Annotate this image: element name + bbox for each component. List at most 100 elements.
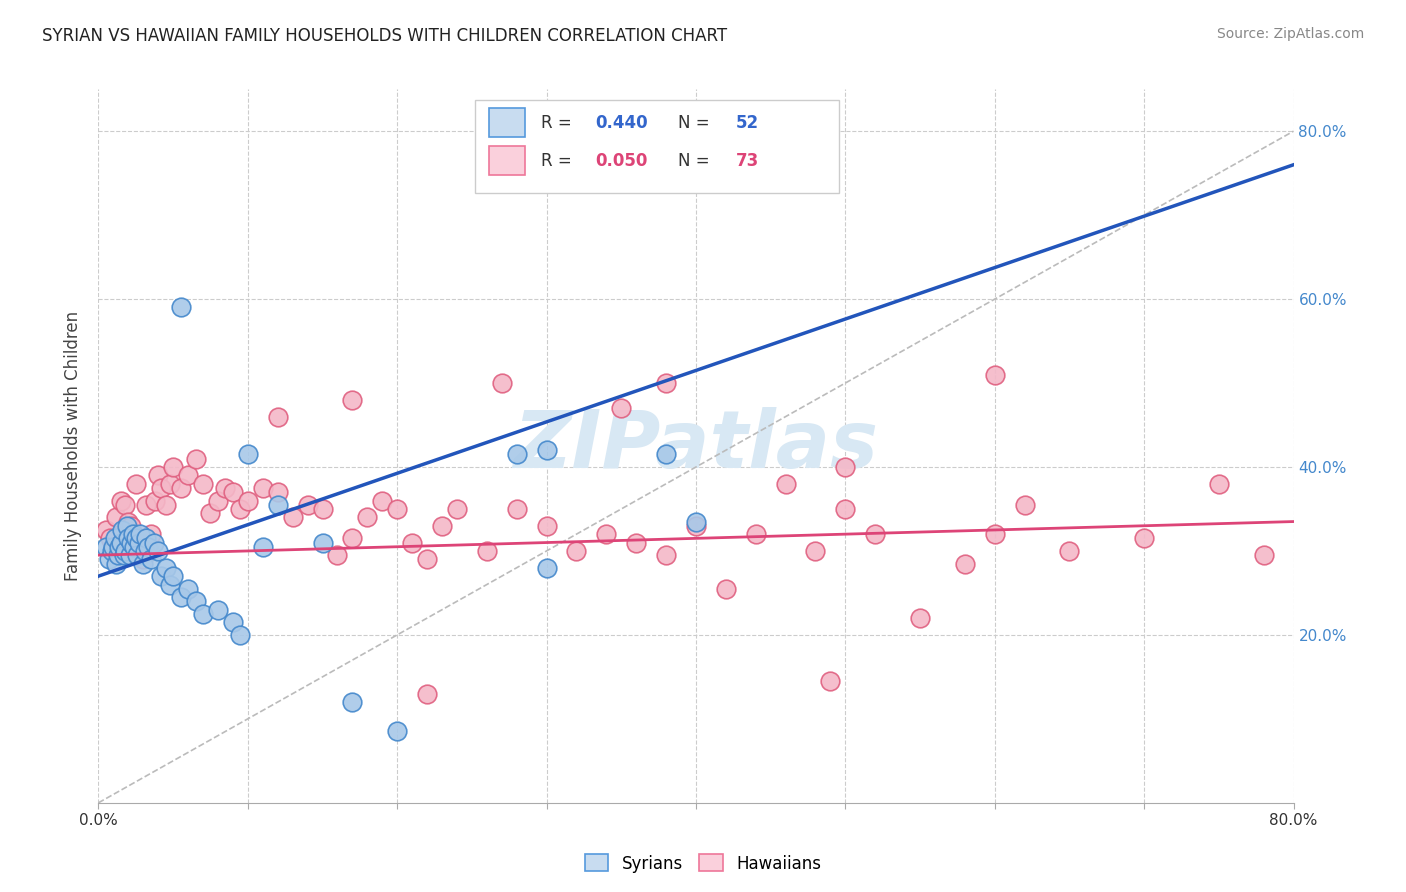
Point [610, 401, 633, 416]
Point [125, 532, 148, 546]
Point [162, 569, 184, 583]
Point [94, 540, 117, 554]
Point [97, 552, 120, 566]
Point [506, 502, 529, 516]
Point [132, 557, 155, 571]
Point [127, 548, 149, 562]
Point [129, 527, 152, 541]
Point [143, 493, 166, 508]
Point [1208, 476, 1230, 491]
Legend: Syrians, Hawaiians: Syrians, Hawaiians [578, 847, 828, 880]
Point [159, 476, 181, 491]
Point [94, 523, 117, 537]
Point [110, 493, 132, 508]
Point [804, 544, 827, 558]
Point [120, 535, 142, 549]
Point [135, 532, 157, 546]
Text: Source: ZipAtlas.com: Source: ZipAtlas.com [1216, 27, 1364, 41]
Point [139, 552, 162, 566]
Point [1014, 498, 1036, 512]
Point [446, 502, 468, 516]
Point [177, 468, 200, 483]
Point [100, 532, 122, 546]
Point [416, 687, 439, 701]
Point [101, 544, 124, 558]
Point [1133, 532, 1156, 546]
Point [626, 535, 648, 549]
Point [229, 628, 252, 642]
Point [107, 548, 129, 562]
Point [565, 544, 588, 558]
Point [536, 518, 558, 533]
Point [536, 443, 558, 458]
Point [385, 502, 409, 516]
Point [229, 502, 252, 516]
Point [385, 724, 409, 739]
FancyBboxPatch shape [489, 109, 524, 137]
Point [655, 548, 678, 562]
Point [169, 301, 191, 315]
Point [655, 376, 678, 390]
Point [103, 540, 125, 554]
Point [105, 510, 128, 524]
Text: ZIPatlas: ZIPatlas [513, 407, 879, 485]
Point [297, 498, 319, 512]
Point [124, 540, 146, 554]
Point [159, 577, 181, 591]
Point [820, 674, 842, 689]
Point [135, 498, 157, 512]
Point [834, 460, 856, 475]
Text: 0.050: 0.050 [596, 152, 648, 169]
Point [908, 611, 931, 625]
Text: SYRIAN VS HAWAIIAN FAMILY HOUSEHOLDS WITH CHILDREN CORRELATION CHART: SYRIAN VS HAWAIIAN FAMILY HOUSEHOLDS WIT… [42, 27, 727, 45]
Point [311, 502, 333, 516]
Point [169, 481, 191, 495]
Point [865, 527, 887, 541]
Point [136, 540, 159, 554]
Point [132, 552, 155, 566]
Point [120, 518, 142, 533]
Point [984, 368, 1007, 382]
Point [184, 451, 207, 466]
Point [207, 603, 229, 617]
Point [984, 527, 1007, 541]
Point [267, 485, 290, 500]
Point [150, 481, 173, 495]
Point [536, 560, 558, 574]
Point [342, 392, 364, 407]
Point [150, 569, 173, 583]
Point [236, 493, 259, 508]
Point [128, 535, 150, 549]
Text: 0.440: 0.440 [596, 114, 648, 132]
Point [236, 447, 259, 461]
Point [475, 544, 498, 558]
Point [745, 527, 768, 541]
Point [685, 518, 707, 533]
Point [112, 548, 135, 562]
Point [177, 582, 200, 596]
Point [214, 481, 236, 495]
Point [281, 510, 304, 524]
Point [114, 498, 136, 512]
Point [191, 607, 214, 621]
Point [834, 502, 856, 516]
Point [162, 460, 184, 475]
Point [1059, 544, 1081, 558]
Text: R =: R = [540, 152, 576, 169]
Point [148, 544, 170, 558]
Point [191, 476, 214, 491]
Point [342, 532, 364, 546]
Text: N =: N = [678, 114, 714, 132]
Point [118, 548, 141, 562]
Point [714, 582, 737, 596]
Point [371, 493, 394, 508]
Point [142, 535, 165, 549]
Point [104, 532, 127, 546]
Point [252, 481, 274, 495]
Point [506, 447, 529, 461]
Point [148, 468, 170, 483]
Point [342, 695, 364, 709]
Point [430, 518, 453, 533]
Y-axis label: Family Households with Children: Family Households with Children [65, 311, 83, 581]
Point [775, 476, 797, 491]
